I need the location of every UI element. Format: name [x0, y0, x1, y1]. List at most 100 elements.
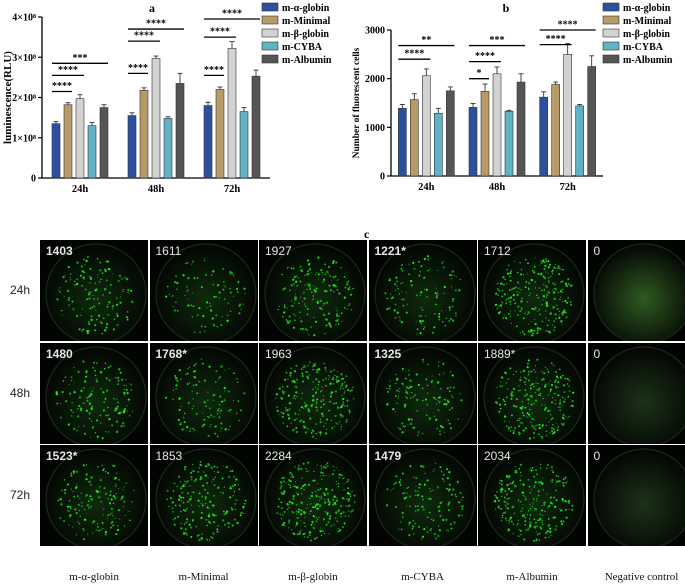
- fluorescent-cell: [295, 364, 298, 367]
- fluorescent-cell: [229, 291, 232, 294]
- fluorescent-cell: [236, 291, 239, 294]
- well-circle: [483, 243, 585, 341]
- fluorescent-cell: [539, 313, 541, 316]
- fluorescent-cell: [115, 492, 117, 495]
- fluorescent-cell: [290, 366, 292, 369]
- fluorescent-cell: [214, 514, 217, 517]
- fluorescent-cell: [94, 431, 97, 433]
- significance-label: ****: [204, 65, 224, 76]
- fluorescent-cell: [520, 300, 523, 303]
- fluorescent-cell: [422, 361, 424, 363]
- fluorescent-cell: [562, 478, 565, 481]
- fluorescent-cell: [208, 500, 211, 503]
- fluorescent-cell: [130, 289, 133, 292]
- fluorescent-cell: [296, 492, 298, 494]
- cell-count-label: 1853: [155, 449, 183, 463]
- fluorescent-cell: [307, 284, 310, 286]
- fluorescent-cell: [554, 288, 557, 291]
- fluorescent-cell: [528, 312, 530, 315]
- fluorescent-cell: [298, 409, 301, 411]
- fluorescent-cell: [545, 260, 548, 263]
- fluorescent-cell: [86, 399, 89, 402]
- fluorescent-cell: [191, 511, 194, 514]
- fluorescent-cell: [344, 515, 346, 517]
- fluorescent-cell: [540, 484, 542, 486]
- fluorescent-cell: [395, 377, 398, 381]
- fluorescent-cell: [395, 382, 397, 384]
- fluorescent-cell: [541, 370, 543, 373]
- bar: [516, 81, 526, 177]
- fluorescent-cell: [288, 500, 291, 504]
- fluorescent-cell: [397, 396, 399, 399]
- fluorescent-cell: [290, 422, 292, 424]
- fluorescent-cell: [423, 326, 425, 328]
- fluorescent-cell: [528, 288, 530, 290]
- fluorescent-cell: [219, 429, 221, 431]
- fluorescent-cell: [93, 298, 95, 300]
- fluorescent-cell: [279, 513, 281, 516]
- fluorescent-cell: [397, 387, 400, 389]
- fluorescent-cell: [513, 387, 516, 390]
- fluorescent-cell: [510, 413, 513, 416]
- fluorescent-cell: [303, 512, 306, 515]
- fluorescent-cell: [504, 511, 507, 514]
- fluorescent-cell: [189, 526, 192, 529]
- fluorescent-cell: [542, 477, 544, 479]
- fluorescent-cell: [531, 417, 534, 420]
- fluorescent-cell: [560, 422, 563, 425]
- fluorescent-cell: [526, 411, 529, 414]
- fluorescent-cell: [542, 524, 544, 526]
- fluorescent-cell: [113, 318, 116, 320]
- fluorescent-cell: [197, 538, 201, 542]
- fluorescent-cell: [436, 506, 439, 508]
- fluorescent-cell: [436, 269, 439, 272]
- fluorescent-cell: [320, 468, 323, 470]
- fluorescent-cell: [278, 305, 280, 307]
- fluorescent-cell: [541, 425, 543, 427]
- fluorescent-cell: [237, 419, 240, 421]
- fluorescent-cell: [190, 504, 192, 506]
- significance-label: ****: [546, 34, 566, 45]
- fluorescent-cell: [413, 522, 416, 525]
- fluorescent-cell: [210, 536, 213, 539]
- fluorescent-cell: [88, 291, 90, 293]
- fluorescent-cell: [552, 471, 555, 474]
- x-tick-label: 24h: [418, 182, 435, 193]
- fluorescent-cell: [314, 537, 317, 540]
- fluorescent-cell: [341, 474, 343, 476]
- bar: [410, 99, 419, 177]
- fluorescent-cell: [80, 492, 82, 494]
- fluorescent-cell: [303, 424, 305, 427]
- fluorescent-cell: [205, 307, 207, 309]
- fluorescent-cell: [82, 276, 85, 279]
- fluorescent-cell: [200, 286, 203, 289]
- fluorescent-cell: [524, 394, 526, 397]
- fluorescent-cell: [200, 424, 204, 427]
- fluorescent-cell: [422, 328, 425, 330]
- fluorescent-cell: [559, 296, 561, 298]
- fluorescent-cell: [187, 501, 189, 503]
- fluorescent-cell: [302, 462, 305, 465]
- fluorescent-cell: [322, 272, 323, 273]
- fluorescent-cell: [179, 481, 181, 483]
- fluorescent-cell: [496, 307, 499, 310]
- fluorescent-cell: [90, 435, 92, 438]
- fluorescent-cell: [105, 376, 108, 379]
- fluorescent-cell: [298, 531, 301, 533]
- fluorescent-cell: [550, 418, 553, 420]
- fluorescent-cell: [208, 508, 210, 509]
- fluorescent-cell: [228, 287, 231, 290]
- fluorescent-cell: [421, 498, 424, 501]
- well-image: 1853: [149, 445, 258, 546]
- fluorescent-cell: [519, 332, 521, 334]
- fluorescent-cell: [533, 518, 536, 521]
- fluorescent-cell: [420, 538, 422, 540]
- fluorescent-cell: [545, 330, 547, 332]
- fluorescent-cell: [566, 480, 568, 482]
- fluorescent-cell: [508, 522, 510, 524]
- fluorescent-cell: [196, 314, 199, 317]
- fluorescent-cell: [204, 273, 207, 276]
- fluorescent-cell: [201, 504, 204, 507]
- fluorescent-cell: [90, 483, 92, 486]
- fluorescent-cell: [241, 506, 244, 509]
